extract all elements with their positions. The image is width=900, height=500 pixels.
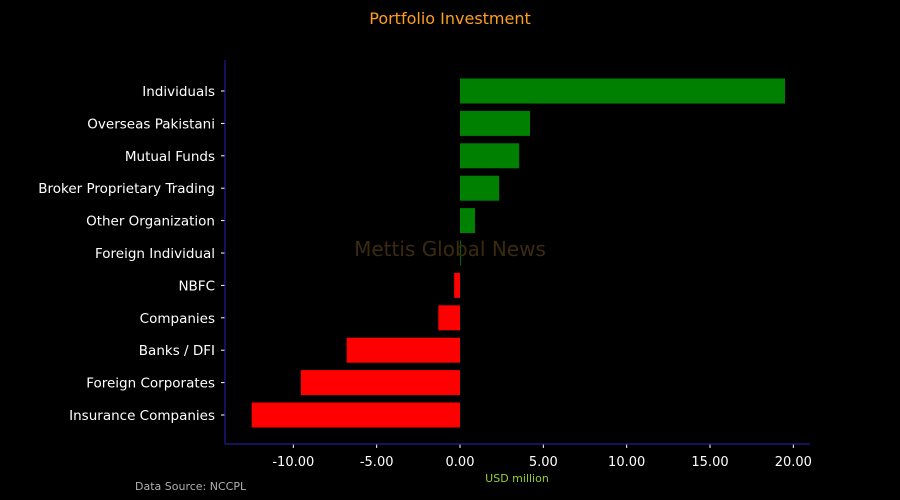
category-label-overseas-pakistani: Overseas Pakistani [87,116,215,132]
category-label-insurance-companies: Insurance Companies [69,408,215,424]
x-axis-ticks: -10.00 -5.00 0.00 5.00 10.00 15.00 20.00 [272,444,812,470]
bar-foreign-individual [460,240,461,266]
bar-nbfc [454,272,460,298]
bars-group [251,78,785,428]
bar-other-organization [460,208,475,234]
category-label-foreign-individual: Foreign Individual [95,246,215,262]
category-label-foreign-corporates: Foreign Corporates [86,376,215,392]
bar-broker-proprietary-trading [460,175,500,201]
x-tick-label: 0.00 [446,455,475,470]
x-tick-label: 15.00 [691,455,728,470]
bar-foreign-corporates [300,370,460,396]
category-labels: Individuals Overseas Pakistani Mutual Fund… [38,84,225,424]
x-axis-label: USD million [485,472,549,485]
category-label-other-organization: Other Organization [86,214,215,230]
x-tick-label: 5.00 [529,455,558,470]
x-tick-label: -10.00 [272,455,314,470]
data-source-note: Data Source: NCCPL [135,480,247,493]
bar-insurance-companies [251,402,460,428]
bar-overseas-pakistani [460,110,530,136]
chart-title: Portfolio Investment [369,9,531,28]
category-label-companies: Companies [140,311,215,327]
bar-individuals [460,78,785,104]
bar-companies [438,305,460,331]
category-label-banks-dfi: Banks / DFI [139,343,215,359]
category-label-nbfc: NBFC [178,278,215,294]
category-label-mutual-funds: Mutual Funds [125,149,215,165]
category-label-broker-proprietary-trading: Broker Proprietary Trading [38,181,215,197]
category-label-individuals: Individuals [142,84,215,100]
bar-mutual-funds [460,143,520,169]
x-tick-label: 20.00 [775,455,812,470]
x-tick-label: -5.00 [360,455,394,470]
x-tick-label: 10.00 [608,455,645,470]
bar-banks-dfi [346,337,460,363]
watermark-text: Mettis Global News [354,237,546,261]
